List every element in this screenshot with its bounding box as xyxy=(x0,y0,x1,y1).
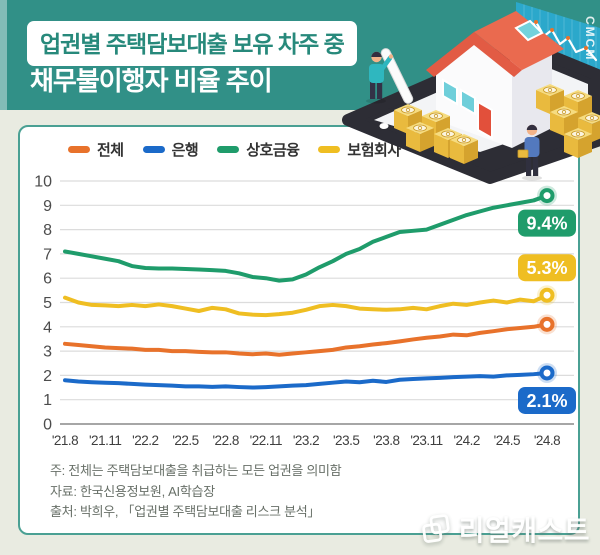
legend-item-mutual-finance: 상호금융 xyxy=(217,139,300,160)
x-axis-label: '21.8 xyxy=(52,433,78,448)
legend-swatch-bank xyxy=(142,146,165,153)
y-axis-label: 4 xyxy=(43,319,52,336)
x-axis-label: '24.5 xyxy=(494,433,520,448)
series-line xyxy=(63,370,549,390)
x-axis-label: '23.11 xyxy=(410,433,442,448)
tablet-home-button xyxy=(379,123,389,129)
value-badge-text: 9.4% xyxy=(526,214,567,234)
x-axis-label: '22.2 xyxy=(132,433,158,448)
legend-swatch-mutual-finance xyxy=(217,146,240,153)
house-money-illustration: CMCM xyxy=(342,2,600,184)
legend-label: 은행 xyxy=(171,142,199,159)
house xyxy=(426,11,564,148)
value-badge xyxy=(518,209,576,237)
end-marker xyxy=(539,316,555,332)
y-axis-label: 7 xyxy=(43,246,52,263)
value-badge-text: 5.3% xyxy=(526,258,567,278)
house-roof-edge xyxy=(426,32,522,77)
chart-footnotes: 주: 전체는 주택담보대출을 취급하는 모든 업권을 의미함 자료: 한국신용정… xyxy=(50,461,342,523)
x-axis-label: '23.8 xyxy=(373,433,399,448)
x-axis-label: '22.11 xyxy=(250,433,282,448)
y-axis-label: 2 xyxy=(43,368,52,385)
y-axis-label: 0 xyxy=(43,417,52,434)
legend-item-insurance: 보험회사 xyxy=(318,139,401,160)
y-axis-label: 6 xyxy=(43,271,52,288)
value-badge xyxy=(518,386,576,414)
banner-edge-strip xyxy=(0,0,7,110)
panel-decorative-text: CMCM xyxy=(583,16,597,61)
legend-swatch-insurance xyxy=(318,146,341,153)
realcast-logo: 리얼캐스트 xyxy=(420,509,590,549)
y-axis-label: 8 xyxy=(43,222,52,239)
line-chart: 0 1 2 3 4 5 6 7 8 9 10 '21.8 '21.11 '22.2 '22.5 '22.8 '2… xyxy=(34,174,576,448)
legend-item-total: 전체 xyxy=(68,139,124,160)
x-axis-label: '23.5 xyxy=(333,433,359,448)
value-badge-text: 2.1% xyxy=(526,391,567,411)
house-window xyxy=(460,88,476,116)
chart-legend: 전체 은행 상호금융 보험회사 xyxy=(68,139,401,160)
y-axis-label: 5 xyxy=(43,295,52,312)
series-line xyxy=(63,193,549,283)
footnote-source: 자료: 한국신용정보원, AI학습장 xyxy=(50,483,215,499)
legend-label: 보험회사 xyxy=(347,142,401,159)
x-axis-label: '24.2 xyxy=(453,433,479,448)
series-line xyxy=(63,293,549,318)
legend-label: 상호금융 xyxy=(246,142,300,159)
y-axis-label: 9 xyxy=(43,198,52,215)
x-axis-label: '24.8 xyxy=(534,433,560,448)
page-title-line-1: 업권별 주택담보대출 보유 차주 중 xyxy=(27,21,357,66)
house-roof xyxy=(474,11,564,70)
y-axis-label: 3 xyxy=(43,344,52,361)
y-axis-label: 1 xyxy=(43,392,52,409)
house-window xyxy=(442,78,458,106)
end-marker xyxy=(539,365,555,381)
footnote-note: 주: 전체는 주택담보대출을 취급하는 모든 업권을 의미함 xyxy=(50,463,342,478)
person-with-stylus xyxy=(366,48,414,104)
x-axis-label: '23.2 xyxy=(293,433,319,448)
footnote-reference: 출처: 박희우, 「업권별 주택담보대출 리스크 분석」 xyxy=(50,504,321,520)
legend-label: 전체 xyxy=(97,142,124,159)
x-axis-label: '22.5 xyxy=(172,433,198,448)
panel-data-dots xyxy=(534,20,588,50)
realcast-logo-text: 리얼캐스트 xyxy=(458,515,590,546)
y-axis-label: 10 xyxy=(34,174,52,191)
end-marker xyxy=(539,188,555,204)
x-axis-label: '22.8 xyxy=(212,433,238,448)
x-axis-label: '21.11 xyxy=(89,433,121,448)
person-with-briefcase xyxy=(517,124,542,181)
realcast-logo-icon xyxy=(421,514,450,543)
series-line xyxy=(63,322,549,357)
value-badge xyxy=(518,254,576,282)
end-marker xyxy=(539,287,555,303)
page-title-line-2: 채무불이행자 비율 추이 xyxy=(30,66,273,96)
briefcase xyxy=(517,149,529,158)
house-door xyxy=(477,100,493,140)
skylight-window xyxy=(514,19,544,42)
legend-swatch-total xyxy=(68,146,90,153)
house-side-wall xyxy=(512,52,552,148)
legend-item-bank: 은행 xyxy=(142,139,199,160)
